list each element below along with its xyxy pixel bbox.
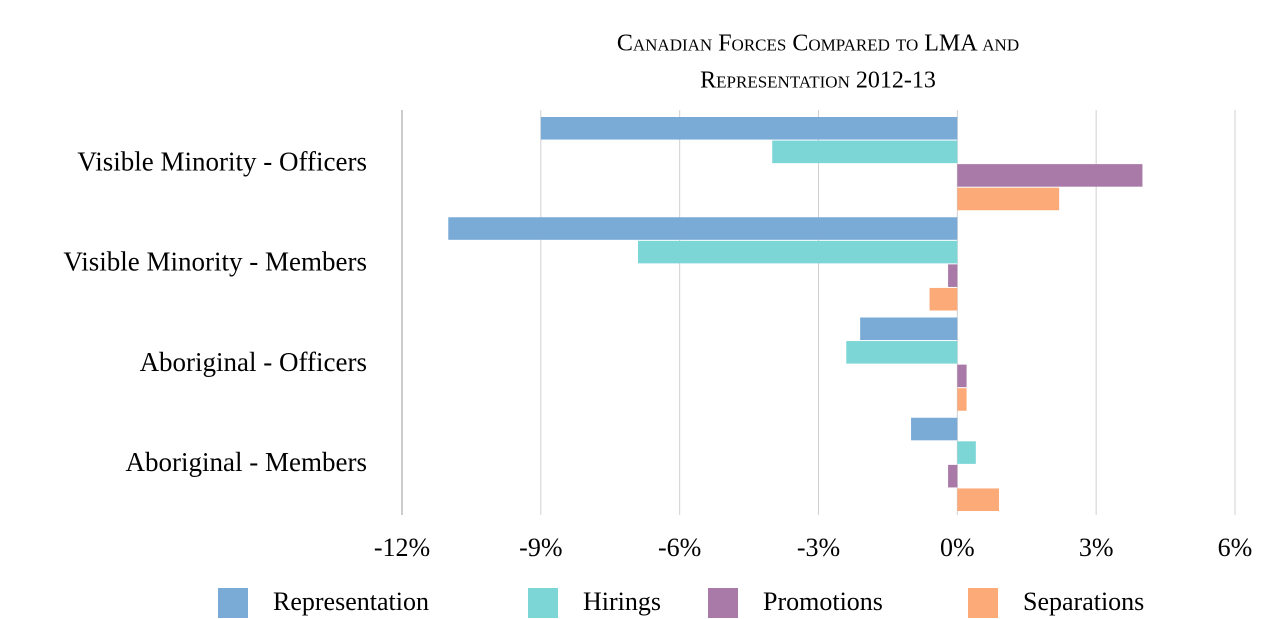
bar bbox=[957, 488, 999, 511]
x-tick-label: -6% bbox=[658, 533, 701, 562]
legend-swatch bbox=[218, 588, 248, 618]
legend-label: Promotions bbox=[763, 587, 883, 616]
bar bbox=[638, 240, 958, 264]
legend-label: Representation bbox=[273, 587, 429, 616]
chart-title: Representation 2012-13 bbox=[700, 68, 936, 94]
x-tick-label: 3% bbox=[1079, 533, 1114, 562]
y-tick-label: Aboriginal - Officers bbox=[140, 347, 367, 377]
legend-swatch bbox=[528, 588, 558, 618]
bar bbox=[772, 140, 958, 164]
bar bbox=[957, 388, 967, 411]
y-tick-label: Visible Minority - Members bbox=[63, 247, 367, 277]
y-tick-label: Visible Minority - Officers bbox=[77, 146, 367, 176]
bar bbox=[948, 464, 958, 488]
bar bbox=[448, 217, 958, 240]
bar bbox=[957, 187, 1060, 211]
chart-title: Canadian Forces Compared to LMA and bbox=[617, 31, 1019, 57]
bar bbox=[846, 341, 958, 364]
x-tick-label: 0% bbox=[940, 533, 975, 562]
bar bbox=[948, 264, 958, 287]
bar bbox=[860, 317, 958, 341]
bar bbox=[957, 164, 1143, 187]
x-tick-label: -12% bbox=[374, 533, 430, 562]
legend-label: Hirings bbox=[583, 587, 661, 616]
x-tick-label: -9% bbox=[519, 533, 562, 562]
legend-swatch bbox=[708, 588, 738, 618]
x-tick-label: 6% bbox=[1218, 533, 1253, 562]
legend-swatch bbox=[968, 588, 998, 618]
bar bbox=[957, 441, 976, 464]
bar bbox=[540, 117, 958, 140]
legend-label: Separations bbox=[1023, 587, 1144, 616]
y-tick-label: Aboriginal - Members bbox=[126, 447, 367, 477]
x-tick-label: -3% bbox=[797, 533, 840, 562]
bar bbox=[929, 287, 958, 311]
bar bbox=[957, 364, 967, 388]
bar bbox=[911, 417, 958, 441]
